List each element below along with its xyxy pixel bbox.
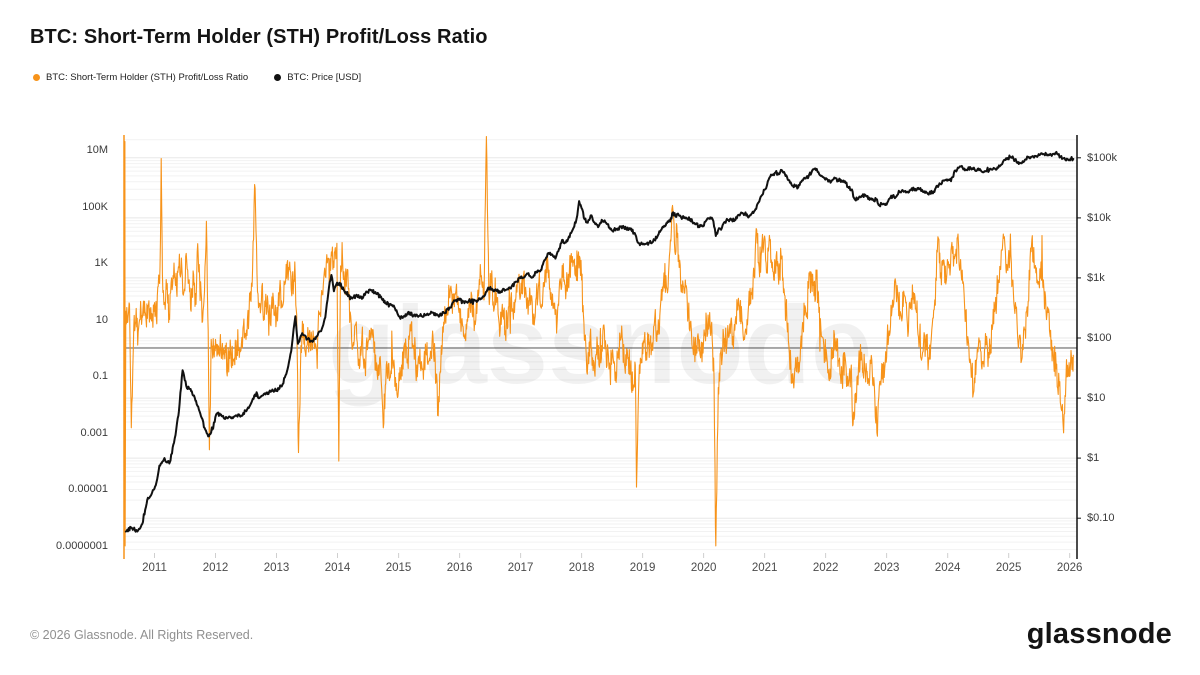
legend-dot-price-icon <box>274 74 282 81</box>
x-axis-tick-label: 2024 <box>934 562 961 574</box>
x-axis-tick-label: 2022 <box>812 562 839 574</box>
page-title: BTC: Short-Term Holder (STH) Profit/Loss… <box>30 26 488 48</box>
x-axis-tick-label: 2018 <box>568 562 595 574</box>
x-axis-tick-label: 2012 <box>202 562 229 574</box>
x-axis-tick-label: 2011 <box>142 562 167 574</box>
right-axis-tick-marks <box>1077 157 1081 519</box>
right-axis-tick-label: $100k <box>1087 151 1117 164</box>
legend-label-price: BTC: Price [USD] <box>287 72 362 83</box>
left-axis-tick-label: 0.1 <box>92 370 108 383</box>
glassnode-logo: glassnode <box>1026 618 1172 650</box>
left-axis-tick-label: 0.0000001 <box>56 539 108 552</box>
x-axis-tick-label: 2026 <box>1056 562 1083 574</box>
x-axis-tick-label: 2015 <box>385 562 412 574</box>
x-axis-tick-label: 2017 <box>507 562 534 574</box>
ratio-line <box>124 135 1074 547</box>
right-axis-tick-label: $10 <box>1087 392 1106 405</box>
legend-dot-ratio-icon <box>33 74 40 81</box>
x-tick-marks <box>154 553 1071 558</box>
left-axis-tick-label: 10M <box>86 143 108 156</box>
x-axis-tick-label: 2013 <box>263 562 290 574</box>
x-axis-tick-label: 2025 <box>995 562 1022 574</box>
x-axis-tick-label: 2016 <box>446 562 473 574</box>
right-axis-tick-label: $1 <box>1087 452 1100 465</box>
right-axis-tick-label: $10k <box>1087 211 1111 224</box>
legend-item-price[interactable]: BTC: Price [USD] <box>274 72 361 83</box>
grid <box>124 139 1077 551</box>
left-axis-tick-label: 1K <box>94 257 108 270</box>
left-axis-tick-label: 100K <box>82 200 108 213</box>
x-axis-tick-label: 2014 <box>324 562 351 574</box>
x-axis-tick-label: 2019 <box>629 562 656 574</box>
legend: BTC: Short-Term Holder (STH) Profit/Loss… <box>33 72 361 83</box>
x-axis-tick-label: 2023 <box>873 562 900 574</box>
copyright-text: © 2026 Glassnode. All Rights Reserved. <box>30 628 254 642</box>
x-axis-tick-label: 2020 <box>690 562 717 574</box>
x-axis-tick-label: 2021 <box>751 562 778 574</box>
left-axis-tick-label: 10 <box>95 313 108 326</box>
right-axis-tick-label: $0.10 <box>1087 512 1115 525</box>
legend-item-ratio[interactable]: BTC: Short-Term Holder (STH) Profit/Loss… <box>33 72 248 83</box>
left-axis-tick-label: 0.00001 <box>68 483 108 496</box>
right-axis-tick-label: $1k <box>1087 271 1105 284</box>
left-axis-tick-label: 0.001 <box>80 426 108 439</box>
price-line <box>124 150 1075 533</box>
right-axis-tick-label: $100 <box>1087 331 1112 344</box>
legend-label-ratio: BTC: Short-Term Holder (STH) Profit/Loss… <box>46 72 249 83</box>
